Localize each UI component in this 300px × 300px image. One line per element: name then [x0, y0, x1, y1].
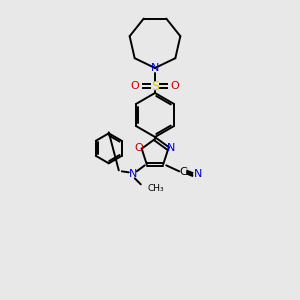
- Text: N: N: [194, 169, 202, 179]
- Text: C: C: [179, 167, 187, 177]
- Text: O: O: [134, 143, 143, 153]
- Text: O: O: [171, 81, 179, 91]
- Text: N: N: [167, 143, 176, 153]
- Text: N: N: [151, 63, 159, 73]
- Text: O: O: [130, 81, 140, 91]
- Text: S: S: [151, 80, 159, 92]
- Text: N: N: [129, 169, 137, 179]
- Text: CH₃: CH₃: [148, 184, 164, 193]
